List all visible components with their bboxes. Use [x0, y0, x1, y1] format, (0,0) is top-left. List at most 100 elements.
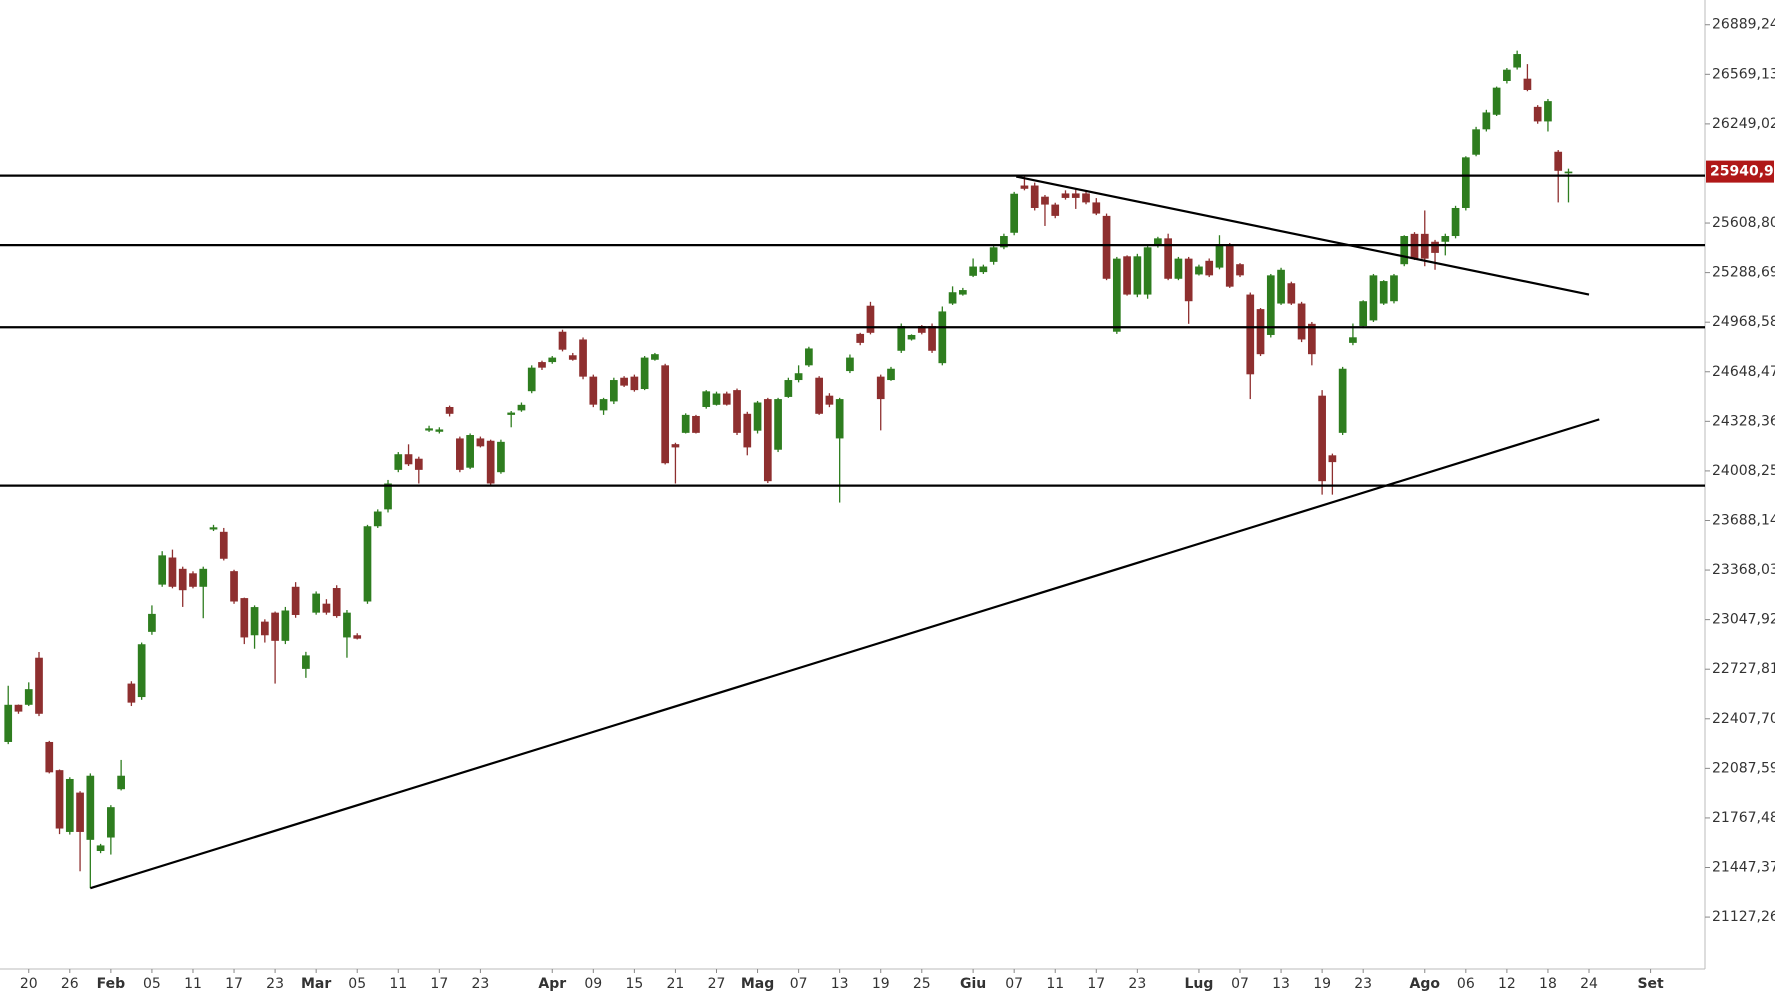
- candle-body: [846, 357, 854, 372]
- candle-body: [1523, 78, 1532, 90]
- candle-body: [486, 440, 495, 484]
- candle-body: [1554, 151, 1563, 171]
- candle-body: [1277, 269, 1285, 304]
- candle-body: [189, 573, 197, 587]
- candle-body: [897, 325, 906, 351]
- y-tick-label: 22727,81: [1712, 661, 1775, 677]
- candle-body: [1441, 236, 1450, 242]
- candle-body: [497, 441, 505, 473]
- candle-body: [507, 412, 516, 415]
- x-tick-label: 13: [831, 976, 849, 992]
- candle-body: [579, 339, 587, 377]
- candle-body: [805, 348, 813, 366]
- candle-body: [1154, 238, 1162, 246]
- candle-body: [230, 571, 238, 602]
- x-tick-label: Feb: [97, 976, 126, 992]
- candle-body: [1164, 238, 1172, 279]
- candle-body: [856, 333, 865, 343]
- candle-body: [65, 778, 74, 832]
- candle-body: [14, 704, 23, 712]
- x-tick-label: 06: [1457, 976, 1475, 992]
- x-tick-label: 12: [1498, 976, 1516, 992]
- candle-body: [1564, 171, 1573, 174]
- candle-body: [168, 557, 177, 587]
- candle-body: [1041, 196, 1049, 205]
- x-tick-label: 27: [708, 976, 726, 992]
- candle-body: [1133, 256, 1142, 295]
- candle-body: [1492, 87, 1501, 115]
- candle-body: [322, 603, 331, 613]
- candle-body: [1379, 281, 1388, 304]
- y-tick-label: 23688,14: [1712, 512, 1775, 528]
- candle-body: [1318, 395, 1326, 482]
- candle-body: [76, 792, 84, 832]
- candle-body: [312, 593, 321, 613]
- candle-body: [281, 610, 290, 641]
- y-tick-label: 26569,13: [1712, 66, 1775, 82]
- x-tick-label: 17: [1087, 976, 1105, 992]
- candle-body: [825, 395, 834, 405]
- candle-body: [784, 380, 793, 397]
- candle-body: [969, 266, 977, 276]
- candle-body: [466, 435, 474, 468]
- candle-body: [332, 588, 341, 617]
- candle-body: [1225, 245, 1234, 287]
- candle-body: [1010, 193, 1019, 233]
- candle-body: [609, 380, 618, 402]
- candle-body: [671, 444, 680, 448]
- candle-body: [1390, 275, 1398, 302]
- y-tick-label: 23368,03: [1712, 562, 1775, 578]
- x-tick-label: 26: [61, 976, 79, 992]
- candle-body: [1020, 185, 1029, 189]
- candle-body: [1451, 207, 1460, 237]
- candle-body: [1544, 101, 1552, 122]
- candle-body: [1112, 258, 1121, 332]
- x-tick-label: 07: [1231, 976, 1249, 992]
- y-tick-label: 24648,47: [1712, 364, 1775, 380]
- x-tick-label: 11: [389, 976, 407, 992]
- y-tick-label: 24008,25: [1712, 463, 1775, 479]
- candle-body: [538, 362, 546, 368]
- y-tick-label: 21447,37: [1712, 860, 1775, 876]
- candle-body: [456, 438, 464, 470]
- x-tick-label: Set: [1637, 976, 1664, 992]
- candle-body: [979, 266, 988, 273]
- candle-body: [219, 531, 228, 559]
- candle-body: [148, 613, 156, 632]
- candle-body: [250, 607, 259, 636]
- candle-body: [353, 635, 362, 639]
- candle-body: [712, 393, 721, 405]
- candle-body: [1369, 275, 1378, 321]
- candle-body: [1308, 323, 1316, 355]
- candle-body: [558, 331, 567, 350]
- candle-body: [178, 568, 187, 591]
- x-tick-label: Lug: [1184, 976, 1213, 992]
- candle-body: [887, 368, 895, 381]
- last-price-box: [1706, 160, 1774, 183]
- candle-body: [1472, 129, 1480, 155]
- candle-body: [435, 429, 444, 432]
- candle-body: [1266, 275, 1275, 335]
- candle-body: [661, 365, 670, 464]
- candle-body: [127, 683, 136, 703]
- candle-body: [1082, 193, 1090, 203]
- trend-line: [90, 418, 1600, 890]
- x-tick-label: 07: [790, 976, 808, 992]
- x-tick-label: 05: [143, 976, 161, 992]
- y-tick-label: 22087,59: [1712, 760, 1775, 776]
- candle-body: [928, 325, 936, 351]
- candle-body: [527, 367, 536, 392]
- candle-body: [958, 290, 967, 295]
- candle-body: [1215, 245, 1224, 268]
- candle-body: [384, 483, 392, 510]
- candle-body: [260, 621, 269, 636]
- candle-body: [1205, 260, 1214, 276]
- y-tick-label: 21127,26: [1712, 909, 1775, 925]
- candle-body: [743, 413, 752, 448]
- x-tick-label: Apr: [538, 976, 566, 992]
- x-tick-label: Giu: [960, 976, 986, 992]
- candle-body: [4, 704, 13, 742]
- candle-body: [137, 644, 146, 698]
- x-tick-label: 13: [1272, 976, 1290, 992]
